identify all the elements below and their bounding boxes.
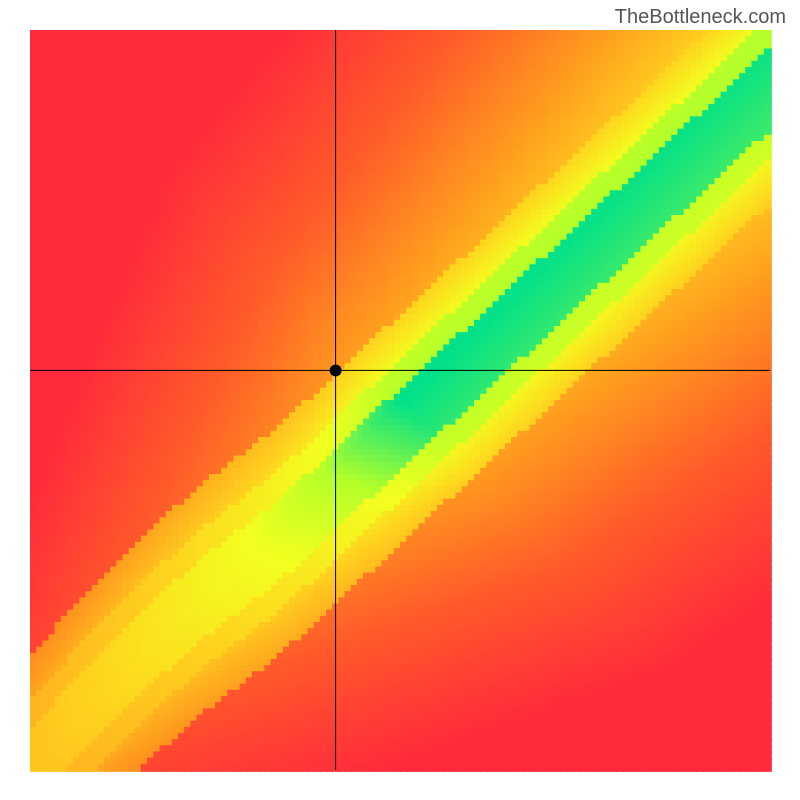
bottleneck-heatmap [0, 0, 800, 800]
watermark-text: TheBottleneck.com [615, 6, 786, 29]
chart-container: TheBottleneck.com [0, 0, 800, 800]
